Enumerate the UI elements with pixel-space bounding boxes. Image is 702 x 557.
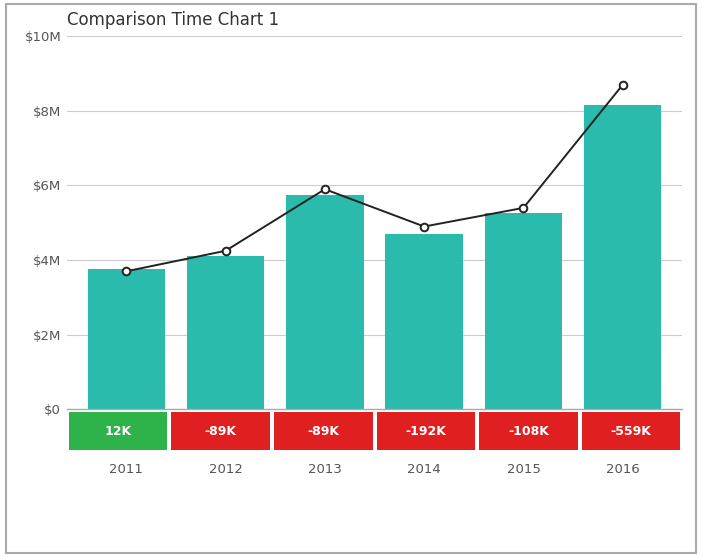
Text: 2013: 2013 <box>308 463 342 476</box>
Bar <box>385 234 463 409</box>
Text: -89K: -89K <box>307 424 339 438</box>
Text: 2012: 2012 <box>208 463 242 476</box>
Bar <box>582 412 680 450</box>
Bar <box>187 256 264 409</box>
Bar <box>376 412 475 450</box>
Text: -89K: -89K <box>204 424 237 438</box>
Bar <box>584 105 661 409</box>
Bar <box>479 412 578 450</box>
Bar <box>274 412 373 450</box>
Text: -108K: -108K <box>508 424 549 438</box>
Text: 2011: 2011 <box>110 463 143 476</box>
Bar <box>485 213 562 409</box>
Text: Comparison Time Chart 1: Comparison Time Chart 1 <box>67 11 279 29</box>
Bar <box>88 270 165 409</box>
Text: 12K: 12K <box>105 424 131 438</box>
Bar <box>69 412 167 450</box>
Text: 2014: 2014 <box>407 463 441 476</box>
Text: -192K: -192K <box>405 424 446 438</box>
Bar <box>286 195 364 409</box>
Text: -559K: -559K <box>611 424 651 438</box>
Text: 2016: 2016 <box>606 463 640 476</box>
Bar <box>171 412 270 450</box>
Text: 2015: 2015 <box>507 463 541 476</box>
